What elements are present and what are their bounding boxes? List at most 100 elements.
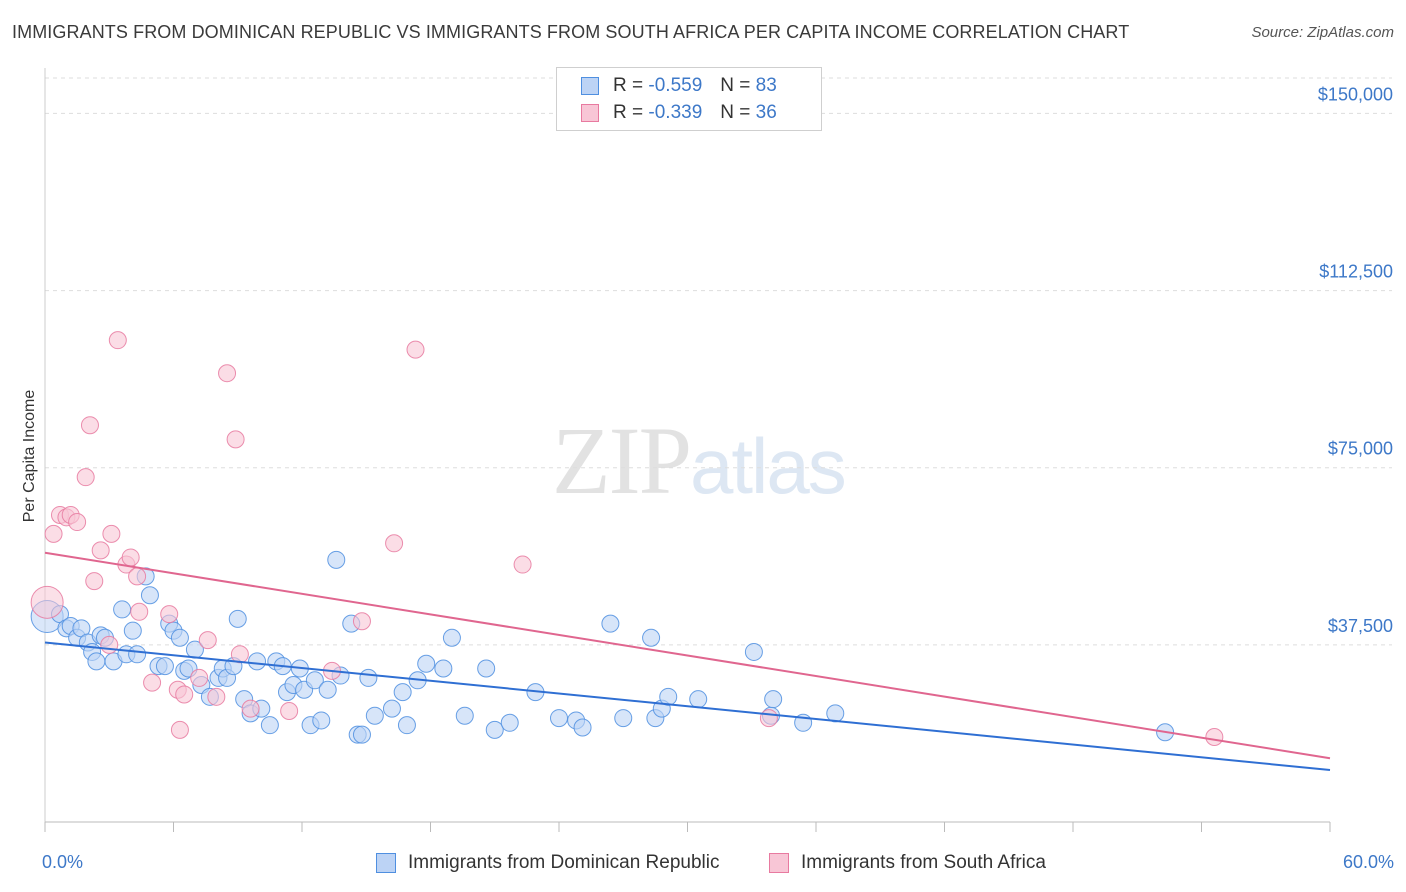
legend-swatch-blue	[581, 77, 599, 95]
x-tick-label-min: 0.0%	[42, 852, 84, 872]
series-legend-label: Immigrants from Dominican Republic	[408, 852, 720, 873]
data-point-dominican	[744, 642, 763, 661]
data-point-south-africa	[385, 534, 404, 553]
series-legend-item-south-africa[interactable]: Immigrants from South Africa	[769, 852, 1046, 874]
legend-n-value: 36	[755, 102, 777, 123]
data-point-south-africa	[121, 548, 140, 567]
legend-row-dominican: R = -0.559 N = 83	[581, 74, 777, 98]
y-tick-label: $75,000	[1328, 439, 1393, 459]
series-legend-item-dominican[interactable]: Immigrants from Dominican Republic	[376, 852, 720, 874]
data-point-south-africa	[100, 635, 119, 654]
data-point-dominican	[260, 716, 279, 735]
data-point-dominican	[826, 704, 845, 723]
data-point-dominican	[352, 725, 371, 744]
data-point-south-africa	[143, 673, 162, 692]
data-point-dominican	[123, 621, 142, 640]
series-legend-label: Immigrants from South Africa	[801, 852, 1046, 873]
gridlines	[45, 77, 1392, 646]
data-point-dominican	[128, 645, 147, 664]
data-point-south-africa	[128, 567, 147, 586]
data-point-south-africa	[130, 602, 149, 621]
data-point-dominican	[485, 720, 504, 739]
data-point-dominican	[359, 668, 378, 687]
data-point-south-africa	[1205, 727, 1224, 746]
data-point-south-africa	[68, 513, 87, 532]
legend-r-label: R =	[613, 102, 644, 123]
data-point-dominican	[318, 680, 337, 699]
data-point-south-africa	[241, 699, 260, 718]
series-legend-swatch-blue	[376, 853, 396, 873]
data-point-south-africa	[80, 416, 99, 435]
legend-swatch-pink	[581, 104, 599, 122]
legend-r-value: -0.559	[648, 75, 703, 96]
data-point-dominican	[442, 628, 461, 647]
data-point-south-africa	[280, 701, 299, 720]
data-point-south-africa	[44, 524, 63, 543]
stats-legend: R = -0.559 N = 83 R = -0.339 N = 36	[556, 67, 822, 131]
watermark: ZIPatlas	[552, 405, 847, 516]
data-point-dominican	[382, 699, 401, 718]
data-point-south-africa	[170, 720, 189, 739]
data-point-dominican	[689, 690, 708, 709]
data-point-dominican	[312, 711, 331, 730]
data-point-south-africa	[85, 572, 104, 591]
legend-r-value: -0.339	[648, 102, 703, 123]
data-point-south-africa	[406, 340, 425, 359]
y-tick-label: $150,000	[1318, 84, 1393, 104]
trend-line-south-africa	[44, 551, 1331, 760]
data-point-dominican	[397, 716, 416, 735]
data-point-south-africa	[513, 555, 532, 574]
y-tick-labels: $37,500 $75,000 $112,500 $150,000	[1318, 84, 1393, 635]
series-legend-swatch-pink	[769, 853, 789, 873]
series-dominican-republic-points	[30, 550, 1175, 744]
data-point-south-africa	[226, 430, 245, 449]
x-tick-label-max: 60.0%	[1342, 852, 1394, 872]
data-point-south-africa	[218, 364, 237, 383]
data-point-south-africa	[91, 541, 110, 560]
data-point-dominican	[327, 550, 346, 569]
chart-title: IMMIGRANTS FROM DOMINICAN REPUBLIC VS IM…	[12, 22, 1130, 42]
trend-lines	[44, 551, 1331, 772]
data-point-dominican	[500, 713, 519, 732]
data-point-dominican	[573, 718, 592, 737]
trend-line-dominican	[44, 641, 1331, 772]
data-point-dominican	[155, 657, 174, 676]
legend-n-label: N =	[720, 75, 751, 96]
data-point-south-africa	[175, 685, 194, 704]
data-point-dominican	[477, 659, 496, 678]
data-point-dominican	[764, 690, 783, 709]
legend-row-south-africa: R = -0.339 N = 36	[581, 101, 777, 125]
axes	[44, 68, 1331, 832]
y-axis-label: Per Capita Income	[21, 390, 38, 523]
data-point-dominican	[642, 628, 661, 647]
data-point-south-africa	[207, 687, 226, 706]
legend-n-label: N =	[720, 102, 751, 123]
data-point-dominican	[305, 671, 324, 690]
data-point-south-africa	[759, 709, 778, 728]
data-point-south-africa	[352, 612, 371, 631]
watermark-atlas: atlas	[690, 422, 847, 510]
series-legend: Immigrants from Dominican Republic Immig…	[0, 852, 1406, 878]
data-point-south-africa	[160, 605, 179, 624]
y-tick-label: $112,500	[1319, 262, 1393, 282]
data-point-dominican	[170, 628, 189, 647]
data-point-dominican	[113, 600, 132, 619]
legend-r-label: R =	[613, 75, 644, 96]
source-credit: Source: ZipAtlas.com	[1251, 24, 1394, 41]
data-point-south-africa	[190, 668, 209, 687]
data-point-dominican	[393, 683, 412, 702]
data-point-dominican	[434, 659, 453, 678]
y-tick-label: $37,500	[1328, 616, 1393, 636]
data-point-dominican	[140, 586, 159, 605]
data-point-dominican	[87, 652, 106, 671]
data-point-dominican	[417, 654, 436, 673]
data-point-dominican	[601, 614, 620, 633]
data-point-south-africa	[108, 331, 127, 350]
data-point-dominican	[455, 706, 474, 725]
data-point-south-africa	[76, 468, 95, 487]
watermark-zip: ZIP	[552, 407, 692, 514]
data-point-dominican	[228, 609, 247, 628]
legend-n-value: 83	[755, 75, 777, 96]
data-point-south-africa	[198, 631, 217, 650]
